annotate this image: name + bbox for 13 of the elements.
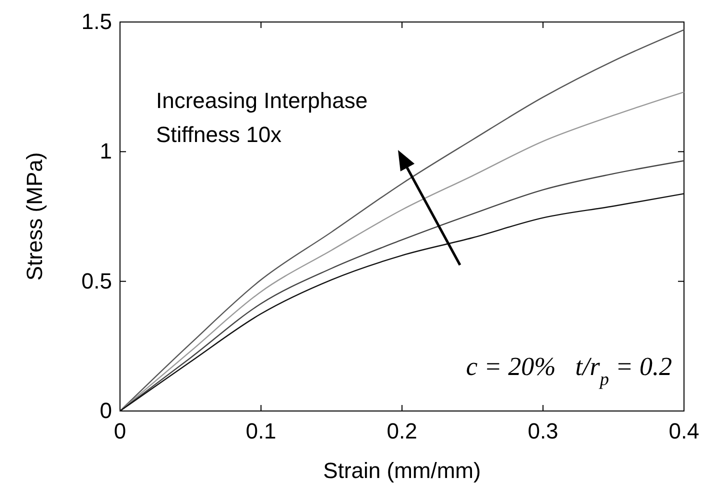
x-axis-title: Strain (mm/mm): [323, 458, 481, 483]
y-tick-label: 1: [100, 138, 112, 164]
x-tick-label: 0.3: [528, 418, 558, 444]
annotation: c = 20% t/r$_{p}$ = 0.2: [466, 352, 672, 389]
y-tick-label: 0.5: [81, 268, 112, 294]
line-series: [119, 91, 685, 412]
x-tick-label: 0.4: [668, 418, 700, 444]
y-tick-label: 1.5: [81, 9, 112, 34]
annotation: Increasing Interphase Stiffness 10x: [156, 88, 368, 147]
y-axis-title: Stress (MPa): [22, 152, 47, 281]
x-tick-label: 0.2: [386, 418, 418, 444]
x-tick-label: 0.1: [246, 418, 276, 444]
y-tick-label: 0: [100, 398, 112, 424]
